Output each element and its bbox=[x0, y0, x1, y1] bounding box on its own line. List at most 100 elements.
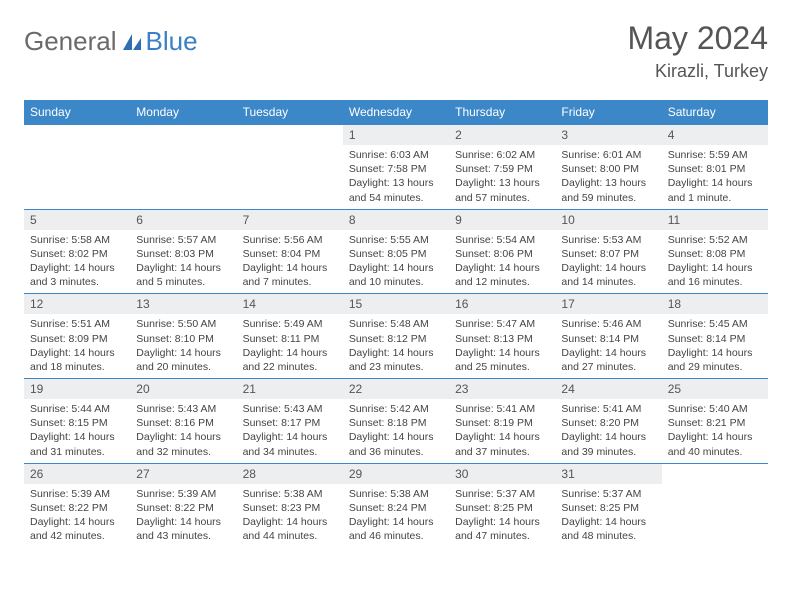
sunset-text: Sunset: 8:12 PM bbox=[349, 332, 443, 346]
day-number: 11 bbox=[662, 210, 768, 230]
daylight-text: Daylight: 14 hours and 22 minutes. bbox=[243, 346, 337, 374]
day-details: Sunrise: 5:50 AMSunset: 8:10 PMDaylight:… bbox=[130, 314, 236, 378]
sunset-text: Sunset: 8:18 PM bbox=[349, 416, 443, 430]
calendar-week-row: 26Sunrise: 5:39 AMSunset: 8:22 PMDayligh… bbox=[24, 463, 768, 547]
day-number: 6 bbox=[130, 210, 236, 230]
calendar-day-cell: 9Sunrise: 5:54 AMSunset: 8:06 PMDaylight… bbox=[449, 209, 555, 294]
day-number: 22 bbox=[343, 379, 449, 399]
sunrise-text: Sunrise: 5:38 AM bbox=[349, 487, 443, 501]
sunset-text: Sunset: 8:01 PM bbox=[668, 162, 762, 176]
sunrise-text: Sunrise: 5:44 AM bbox=[30, 402, 124, 416]
day-number: 5 bbox=[24, 210, 130, 230]
sunrise-text: Sunrise: 5:37 AM bbox=[561, 487, 655, 501]
calendar-day-cell: 14Sunrise: 5:49 AMSunset: 8:11 PMDayligh… bbox=[237, 294, 343, 379]
sunset-text: Sunset: 8:21 PM bbox=[668, 416, 762, 430]
brand-part1: General bbox=[24, 26, 117, 57]
daylight-text: Daylight: 14 hours and 47 minutes. bbox=[455, 515, 549, 543]
daylight-text: Daylight: 13 hours and 59 minutes. bbox=[561, 176, 655, 204]
sunset-text: Sunset: 8:22 PM bbox=[30, 501, 124, 515]
day-number: 12 bbox=[24, 294, 130, 314]
calendar-day-cell bbox=[130, 125, 236, 210]
day-details: Sunrise: 5:54 AMSunset: 8:06 PMDaylight:… bbox=[449, 230, 555, 294]
sunrise-text: Sunrise: 5:46 AM bbox=[561, 317, 655, 331]
day-details: Sunrise: 5:59 AMSunset: 8:01 PMDaylight:… bbox=[662, 145, 768, 209]
sunrise-text: Sunrise: 5:57 AM bbox=[136, 233, 230, 247]
sunrise-text: Sunrise: 6:01 AM bbox=[561, 148, 655, 162]
daylight-text: Daylight: 14 hours and 1 minute. bbox=[668, 176, 762, 204]
day-number: 15 bbox=[343, 294, 449, 314]
sunrise-text: Sunrise: 5:39 AM bbox=[30, 487, 124, 501]
daylight-text: Daylight: 13 hours and 54 minutes. bbox=[349, 176, 443, 204]
calendar-day-cell: 24Sunrise: 5:41 AMSunset: 8:20 PMDayligh… bbox=[555, 379, 661, 464]
sunrise-text: Sunrise: 5:55 AM bbox=[349, 233, 443, 247]
daylight-text: Daylight: 14 hours and 46 minutes. bbox=[349, 515, 443, 543]
sunset-text: Sunset: 8:19 PM bbox=[455, 416, 549, 430]
title-block: May 2024 Kirazli, Turkey bbox=[627, 20, 768, 82]
weekday-header: Monday bbox=[130, 100, 236, 125]
day-details: Sunrise: 6:02 AMSunset: 7:59 PMDaylight:… bbox=[449, 145, 555, 209]
calendar-day-cell: 12Sunrise: 5:51 AMSunset: 8:09 PMDayligh… bbox=[24, 294, 130, 379]
day-number: 9 bbox=[449, 210, 555, 230]
sunset-text: Sunset: 8:14 PM bbox=[668, 332, 762, 346]
sunset-text: Sunset: 8:08 PM bbox=[668, 247, 762, 261]
day-number: 25 bbox=[662, 379, 768, 399]
daylight-text: Daylight: 14 hours and 3 minutes. bbox=[30, 261, 124, 289]
sunset-text: Sunset: 8:10 PM bbox=[136, 332, 230, 346]
sunrise-text: Sunrise: 5:52 AM bbox=[668, 233, 762, 247]
daylight-text: Daylight: 14 hours and 23 minutes. bbox=[349, 346, 443, 374]
sunrise-text: Sunrise: 5:43 AM bbox=[136, 402, 230, 416]
sunrise-text: Sunrise: 5:41 AM bbox=[455, 402, 549, 416]
day-details: Sunrise: 5:53 AMSunset: 8:07 PMDaylight:… bbox=[555, 230, 661, 294]
calendar-day-cell: 28Sunrise: 5:38 AMSunset: 8:23 PMDayligh… bbox=[237, 463, 343, 547]
sunset-text: Sunset: 7:58 PM bbox=[349, 162, 443, 176]
day-details: Sunrise: 5:52 AMSunset: 8:08 PMDaylight:… bbox=[662, 230, 768, 294]
daylight-text: Daylight: 14 hours and 40 minutes. bbox=[668, 430, 762, 458]
calendar-day-cell bbox=[662, 463, 768, 547]
daylight-text: Daylight: 14 hours and 7 minutes. bbox=[243, 261, 337, 289]
calendar-day-cell: 30Sunrise: 5:37 AMSunset: 8:25 PMDayligh… bbox=[449, 463, 555, 547]
sunrise-text: Sunrise: 5:37 AM bbox=[455, 487, 549, 501]
day-details: Sunrise: 6:01 AMSunset: 8:00 PMDaylight:… bbox=[555, 145, 661, 209]
day-number: 2 bbox=[449, 125, 555, 145]
day-details: Sunrise: 5:42 AMSunset: 8:18 PMDaylight:… bbox=[343, 399, 449, 463]
calendar-day-cell: 13Sunrise: 5:50 AMSunset: 8:10 PMDayligh… bbox=[130, 294, 236, 379]
day-details: Sunrise: 5:38 AMSunset: 8:24 PMDaylight:… bbox=[343, 484, 449, 548]
day-details: Sunrise: 5:37 AMSunset: 8:25 PMDaylight:… bbox=[555, 484, 661, 548]
sunrise-text: Sunrise: 5:54 AM bbox=[455, 233, 549, 247]
sunrise-text: Sunrise: 5:53 AM bbox=[561, 233, 655, 247]
calendar-day-cell: 29Sunrise: 5:38 AMSunset: 8:24 PMDayligh… bbox=[343, 463, 449, 547]
daylight-text: Daylight: 14 hours and 44 minutes. bbox=[243, 515, 337, 543]
day-details: Sunrise: 5:39 AMSunset: 8:22 PMDaylight:… bbox=[24, 484, 130, 548]
daylight-text: Daylight: 14 hours and 43 minutes. bbox=[136, 515, 230, 543]
daylight-text: Daylight: 14 hours and 48 minutes. bbox=[561, 515, 655, 543]
sunset-text: Sunset: 8:24 PM bbox=[349, 501, 443, 515]
day-details: Sunrise: 5:43 AMSunset: 8:17 PMDaylight:… bbox=[237, 399, 343, 463]
day-number: 7 bbox=[237, 210, 343, 230]
brand-part2: Blue bbox=[146, 26, 198, 57]
calendar-day-cell: 23Sunrise: 5:41 AMSunset: 8:19 PMDayligh… bbox=[449, 379, 555, 464]
sunrise-text: Sunrise: 5:48 AM bbox=[349, 317, 443, 331]
calendar-day-cell: 18Sunrise: 5:45 AMSunset: 8:14 PMDayligh… bbox=[662, 294, 768, 379]
sunset-text: Sunset: 8:04 PM bbox=[243, 247, 337, 261]
calendar-day-cell: 3Sunrise: 6:01 AMSunset: 8:00 PMDaylight… bbox=[555, 125, 661, 210]
day-details: Sunrise: 6:03 AMSunset: 7:58 PMDaylight:… bbox=[343, 145, 449, 209]
calendar-day-cell: 7Sunrise: 5:56 AMSunset: 8:04 PMDaylight… bbox=[237, 209, 343, 294]
weekday-header: Sunday bbox=[24, 100, 130, 125]
sunrise-text: Sunrise: 6:03 AM bbox=[349, 148, 443, 162]
sunset-text: Sunset: 8:11 PM bbox=[243, 332, 337, 346]
calendar-day-cell: 27Sunrise: 5:39 AMSunset: 8:22 PMDayligh… bbox=[130, 463, 236, 547]
sunset-text: Sunset: 8:17 PM bbox=[243, 416, 337, 430]
calendar-table: SundayMondayTuesdayWednesdayThursdayFrid… bbox=[24, 100, 768, 547]
daylight-text: Daylight: 14 hours and 10 minutes. bbox=[349, 261, 443, 289]
daylight-text: Daylight: 14 hours and 39 minutes. bbox=[561, 430, 655, 458]
day-number: 4 bbox=[662, 125, 768, 145]
sunset-text: Sunset: 8:15 PM bbox=[30, 416, 124, 430]
calendar-day-cell: 16Sunrise: 5:47 AMSunset: 8:13 PMDayligh… bbox=[449, 294, 555, 379]
daylight-text: Daylight: 14 hours and 36 minutes. bbox=[349, 430, 443, 458]
daylight-text: Daylight: 14 hours and 14 minutes. bbox=[561, 261, 655, 289]
day-number: 26 bbox=[24, 464, 130, 484]
calendar-week-row: 19Sunrise: 5:44 AMSunset: 8:15 PMDayligh… bbox=[24, 379, 768, 464]
sunset-text: Sunset: 8:22 PM bbox=[136, 501, 230, 515]
daylight-text: Daylight: 14 hours and 16 minutes. bbox=[668, 261, 762, 289]
calendar-day-cell: 10Sunrise: 5:53 AMSunset: 8:07 PMDayligh… bbox=[555, 209, 661, 294]
